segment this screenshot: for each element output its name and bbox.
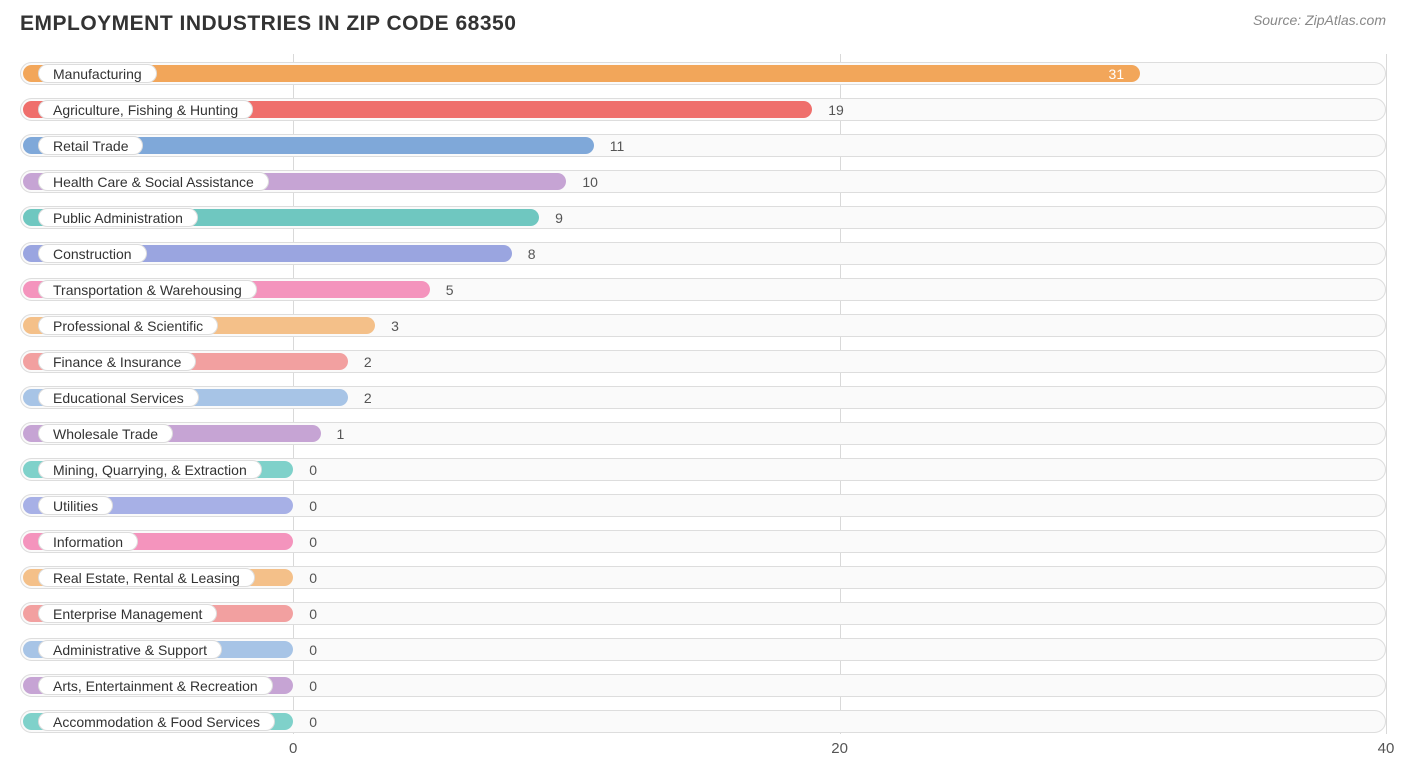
bar-value-label: 0 — [299, 490, 327, 521]
bar-row: Public Administration 9 — [20, 202, 1386, 233]
bar-value-label: 0 — [299, 562, 327, 593]
bar-category-label: Educational Services — [38, 388, 199, 407]
bar-category-label: Health Care & Social Assistance — [38, 172, 269, 191]
bar-category-label: Wholesale Trade — [38, 424, 173, 443]
bar-value-label: 0 — [299, 706, 327, 737]
bar-row: Mining, Quarrying, & Extraction 0 — [20, 454, 1386, 485]
bar-row: Agriculture, Fishing & Hunting 19 — [20, 94, 1386, 125]
x-axis: 02040 — [20, 738, 1386, 762]
chart-source: Source: ZipAtlas.com — [1253, 12, 1386, 28]
bar-category-label: Accommodation & Food Services — [38, 712, 275, 731]
bar-row: Enterprise Management 0 — [20, 598, 1386, 629]
bar-category-label: Mining, Quarrying, & Extraction — [38, 460, 262, 479]
bar-category-label: Enterprise Management — [38, 604, 217, 623]
bar-row: Wholesale Trade 1 — [20, 418, 1386, 449]
bar-category-label: Real Estate, Rental & Leasing — [38, 568, 255, 587]
bar-row: Health Care & Social Assistance 10 — [20, 166, 1386, 197]
bar-value-label: 5 — [436, 274, 464, 305]
chart-title: EMPLOYMENT INDUSTRIES IN ZIP CODE 68350 — [20, 12, 516, 36]
gridline — [1386, 54, 1387, 734]
bar-category-label: Professional & Scientific — [38, 316, 218, 335]
bar-row: Accommodation & Food Services 0 — [20, 706, 1386, 737]
x-axis-tick-label: 20 — [831, 740, 848, 757]
x-axis-tick-label: 40 — [1378, 740, 1395, 757]
bar-value-label: 19 — [818, 94, 854, 125]
chart-area: Manufacturing31Agriculture, Fishing & Hu… — [20, 54, 1386, 734]
bar-value-label: 11 — [600, 130, 635, 161]
bar-row: Transportation & Warehousing 5 — [20, 274, 1386, 305]
bar-value-label: 0 — [299, 526, 327, 557]
bar-value-label: 3 — [381, 310, 409, 341]
bar-row: Information 0 — [20, 526, 1386, 557]
bar-value-label: 0 — [299, 454, 327, 485]
bar-category-label: Public Administration — [38, 208, 198, 227]
bar-value-label: 0 — [299, 598, 327, 629]
bar-category-label: Agriculture, Fishing & Hunting — [38, 100, 253, 119]
bar-category-label: Manufacturing — [38, 64, 157, 83]
bar-row: Administrative & Support 0 — [20, 634, 1386, 665]
bar-category-label: Retail Trade — [38, 136, 143, 155]
plot-region: Manufacturing31Agriculture, Fishing & Hu… — [20, 54, 1386, 734]
bar-category-label: Transportation & Warehousing — [38, 280, 257, 299]
bar-fill — [23, 65, 1140, 82]
x-axis-tick-label: 0 — [289, 740, 297, 757]
bar-row: Retail Trade 11 — [20, 130, 1386, 161]
bar-value-label: 0 — [299, 670, 327, 701]
bar-value-label: 0 — [299, 634, 327, 665]
chart-header: EMPLOYMENT INDUSTRIES IN ZIP CODE 68350 … — [0, 0, 1406, 44]
bar-category-label: Utilities — [38, 496, 113, 515]
bar-row: Construction 8 — [20, 238, 1386, 269]
bar-row: Educational Services 2 — [20, 382, 1386, 413]
bar-row: Professional & Scientific 3 — [20, 310, 1386, 341]
bar-row: Finance & Insurance 2 — [20, 346, 1386, 377]
bar-value-label: 2 — [354, 382, 382, 413]
bar-value-label: 1 — [327, 418, 355, 449]
bar-category-label: Administrative & Support — [38, 640, 222, 659]
bar-row: Manufacturing 31 — [20, 58, 1386, 89]
bar-row: Utilities 0 — [20, 490, 1386, 521]
bar-value-label: 8 — [518, 238, 546, 269]
bar-value-label: 2 — [354, 346, 382, 377]
bar-category-label: Construction — [38, 244, 147, 263]
bar-row: Real Estate, Rental & Leasing 0 — [20, 562, 1386, 593]
bar-container: Manufacturing31Agriculture, Fishing & Hu… — [20, 54, 1386, 737]
bar-category-label: Arts, Entertainment & Recreation — [38, 676, 273, 695]
bar-value-label: 10 — [572, 166, 608, 197]
bar-row: Arts, Entertainment & Recreation 0 — [20, 670, 1386, 701]
bar-value-label: 9 — [545, 202, 573, 233]
bar-category-label: Finance & Insurance — [38, 352, 196, 371]
bar-value-label: 31 — [1099, 58, 1135, 89]
bar-category-label: Information — [38, 532, 138, 551]
